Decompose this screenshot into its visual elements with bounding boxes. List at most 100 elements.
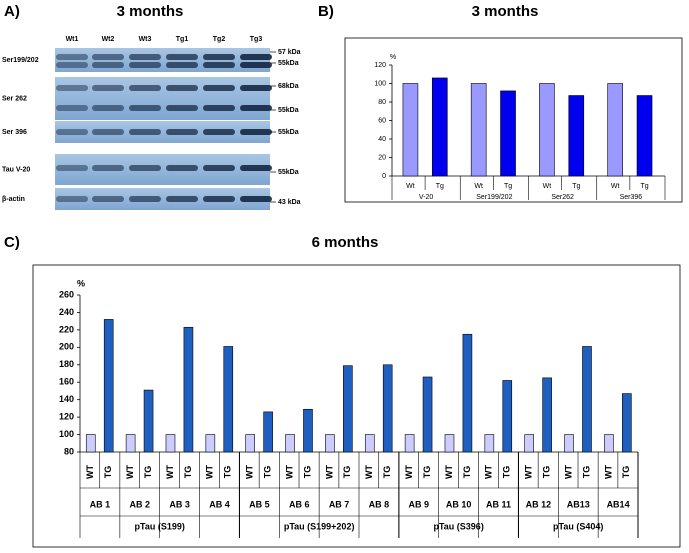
bar (636, 95, 653, 177)
series-label: WT (165, 465, 175, 479)
series-label: TG (422, 466, 432, 479)
bar (444, 434, 455, 453)
bar (103, 319, 114, 453)
lane-label: Wt2 (102, 36, 115, 43)
blot-band (92, 105, 124, 111)
bar (404, 434, 415, 453)
bar (205, 434, 216, 453)
series-label: WT (284, 465, 294, 479)
blot-strip (55, 48, 270, 72)
series-label: Tg (640, 183, 648, 190)
blot-band (56, 129, 88, 135)
series-label: TG (382, 466, 392, 479)
blot-band (129, 54, 161, 60)
bar (125, 434, 136, 453)
blot-band (166, 62, 198, 68)
blot-band (129, 85, 161, 91)
series-label: Tg (572, 183, 580, 190)
y-tick-label: 100 (59, 429, 74, 439)
blot-band (203, 196, 235, 202)
series-label: TG (223, 466, 233, 479)
series-label: WT (205, 465, 215, 479)
series-label: Wt (611, 183, 620, 190)
y-tick-label: 80 (64, 446, 74, 456)
series-label: WT (524, 465, 534, 479)
bar (143, 389, 154, 453)
panel-label: A) (4, 3, 20, 20)
series-label: WT (125, 465, 135, 479)
y-tick-label: 180 (59, 359, 74, 369)
y-tick-label: 40 (378, 136, 386, 143)
series-label: Wt (543, 183, 552, 190)
blot-band (166, 85, 198, 91)
blot-band (203, 105, 235, 111)
series-label: WT (324, 465, 334, 479)
y-tick-label: 160 (59, 377, 74, 387)
bar (223, 346, 234, 453)
marker-label: 55kDa (278, 169, 299, 176)
category-label: AB14 (607, 499, 630, 509)
lane-label: Tg2 (213, 36, 226, 43)
series-label: Wt (406, 183, 415, 190)
blot-band (240, 105, 272, 111)
blot-band (92, 196, 124, 202)
bar (484, 434, 495, 453)
blot-band (92, 165, 124, 171)
category-label: AB 11 (486, 499, 511, 509)
category-label: AB 6 (289, 499, 310, 509)
bar (183, 326, 194, 453)
series-label: WT (484, 465, 494, 479)
bar (582, 346, 592, 453)
bar (303, 408, 313, 453)
blot-band (129, 62, 161, 68)
blot-band (240, 54, 272, 60)
category-label: V-20 (419, 194, 434, 201)
marker-label: 68kDa (278, 83, 299, 90)
blot-band (240, 129, 272, 135)
series-label: WT (444, 465, 454, 479)
bar (542, 377, 552, 453)
bar (604, 434, 614, 453)
bar (462, 333, 473, 453)
series-label: WT (603, 465, 613, 479)
series-label: TG (581, 466, 591, 479)
lane-label: Wt1 (66, 36, 79, 43)
y-tick-label: 60 (378, 117, 386, 124)
blot-band (166, 105, 198, 111)
bar (263, 411, 273, 453)
marker-label: 55kDa (278, 107, 299, 114)
bar (622, 393, 632, 453)
chart-frame (32, 264, 681, 548)
blot-band (240, 196, 272, 202)
blot-band (166, 129, 198, 135)
blot-band (240, 85, 272, 91)
blot-band (203, 165, 235, 171)
series-label: Tg (504, 183, 512, 190)
series-label: TG (302, 466, 312, 479)
bar (343, 365, 353, 453)
category-label: AB 10 (446, 499, 472, 509)
bar (607, 83, 623, 177)
panel-label: B) (318, 3, 334, 20)
bar (402, 83, 419, 177)
bar (568, 95, 585, 177)
blot-band (203, 85, 235, 91)
lane-label: Tg1 (176, 36, 189, 43)
panel-title: 6 months (312, 234, 379, 251)
y-tick-label: 120 (59, 411, 74, 421)
series-label: TG (462, 466, 472, 479)
category-label: AB 4 (209, 499, 230, 509)
bar (382, 364, 393, 453)
category-label: AB 7 (329, 499, 350, 509)
blot-band (203, 54, 235, 60)
series-label: TG (263, 466, 273, 479)
row-label: β-actin (2, 196, 25, 203)
y-tick-label: 100 (374, 80, 386, 87)
blot-strip (55, 121, 270, 143)
series-label: WT (85, 465, 95, 479)
series-label: TG (342, 466, 352, 479)
bar (539, 83, 555, 177)
blot-band (92, 54, 124, 60)
blot-band (129, 105, 161, 111)
panel-title: 3 months (117, 3, 184, 20)
